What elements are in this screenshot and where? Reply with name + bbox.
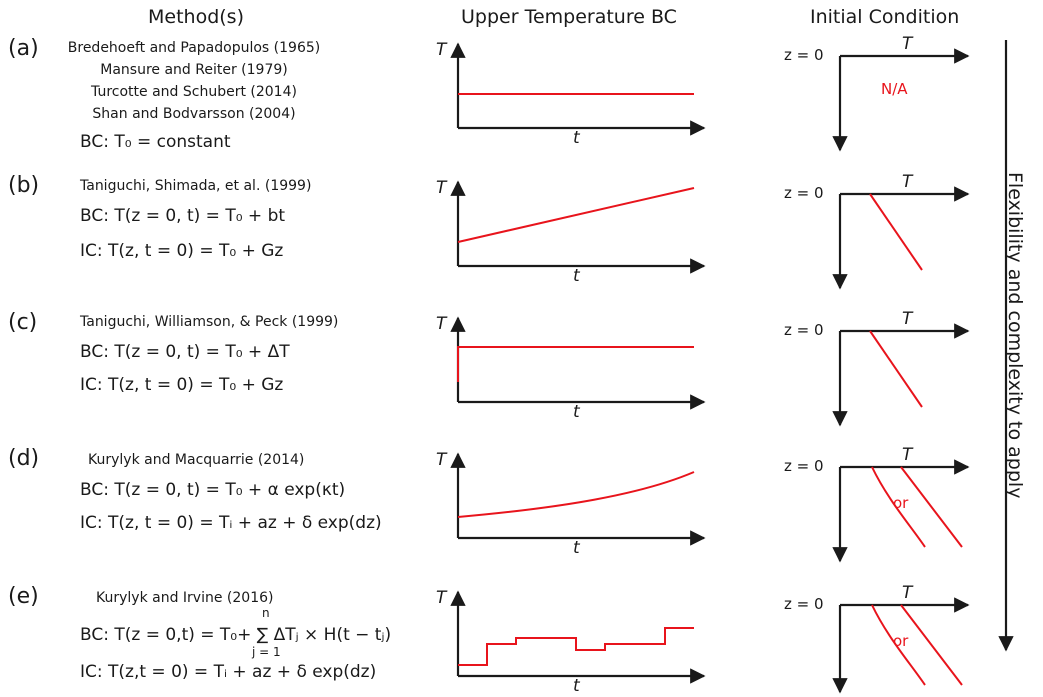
ic-or-label-e: or xyxy=(893,632,909,650)
bc-axis-T-e: T xyxy=(436,588,447,608)
ic-z0-label-d: z = 0 xyxy=(784,457,824,475)
ic-na-label: N/A xyxy=(881,80,908,98)
sum-lower-limit: j = 1 xyxy=(252,645,281,659)
ic-curve-d-linear xyxy=(900,466,963,548)
bc-plot-e xyxy=(450,590,706,684)
ic-plot-a xyxy=(832,48,970,152)
bc-plot-b xyxy=(450,180,706,274)
ic-plot-c xyxy=(832,323,970,427)
ic-equation-b: IC: T(z, t = 0) = T₀ + Gz xyxy=(80,241,284,261)
bc-equation-d: BC: T(z = 0, t) = T₀ + α exp(κt) xyxy=(80,480,346,500)
ref-a-3: Turcotte and Schubert (2014) xyxy=(91,84,297,100)
ic-axis-T-d: T xyxy=(902,445,913,465)
bc-axis-t-b: t xyxy=(573,266,580,286)
bc-curve-b xyxy=(457,187,695,243)
row-letter-c: (c) xyxy=(8,310,38,335)
header-initial-condition: Initial Condition xyxy=(810,6,960,28)
bc-equation-b: BC: T(z = 0, t) = T₀ + bt xyxy=(80,206,286,226)
bc-curve-e xyxy=(458,627,694,666)
ic-plot-e xyxy=(832,597,970,694)
ref-d-1: Kurylyk and Macquarrie (2014) xyxy=(88,452,305,468)
bc-curve-c xyxy=(457,346,694,382)
ic-z0-label-a: z = 0 xyxy=(784,46,824,64)
bc-axis-T-c: T xyxy=(436,314,447,334)
bc-axis-t-d: t xyxy=(573,538,580,558)
ic-z0-label-b: z = 0 xyxy=(784,184,824,202)
ref-c-1: Taniguchi, Williamson, & Peck (1999) xyxy=(80,314,339,330)
bc-equation-c: BC: T(z = 0, t) = T₀ + ΔT xyxy=(80,342,290,362)
row-letter-a: (a) xyxy=(8,36,39,61)
ic-curve-d-exp xyxy=(871,466,926,548)
ic-z0-label-e: z = 0 xyxy=(784,595,824,613)
row-letter-e: (e) xyxy=(8,584,39,609)
ref-a-2: Mansure and Reiter (1979) xyxy=(100,62,288,78)
bc-equation-e: BC: T(z = 0,t) = T₀+ ∑ ΔTⱼ × H(t − tⱼ) xyxy=(80,625,392,645)
bc-plot-c xyxy=(450,316,706,410)
ref-b-1: Taniguchi, Shimada, et al. (1999) xyxy=(80,178,312,194)
header-method: Method(s) xyxy=(148,6,244,28)
ic-equation-c: IC: T(z, t = 0) = T₀ + Gz xyxy=(80,375,284,395)
bc-axis-t-c: t xyxy=(573,402,580,422)
row-letter-d: (d) xyxy=(8,446,40,471)
bc-axis-T-d: T xyxy=(436,450,447,470)
ic-equation-e: IC: T(z,t = 0) = Tᵢ + az + δ exp(dz) xyxy=(80,662,377,682)
bc-axis-t-a: t xyxy=(573,128,580,148)
ic-axis-T-c: T xyxy=(902,309,913,329)
ic-axis-T-e: T xyxy=(902,583,913,603)
ic-equation-d: IC: T(z, t = 0) = Tᵢ + az + δ exp(dz) xyxy=(80,513,382,533)
bc-axis-T-a: T xyxy=(436,40,447,60)
bc-equation-a: BC: T₀ = constant xyxy=(80,132,231,152)
ic-or-label-d: or xyxy=(893,494,909,512)
ic-z0-label-c: z = 0 xyxy=(784,321,824,339)
bc-axis-t-e: t xyxy=(573,676,580,696)
row-letter-b: (b) xyxy=(8,173,40,198)
bc-axis-T-b: T xyxy=(436,178,447,198)
bc-curve-d xyxy=(457,471,695,518)
ic-curve-b xyxy=(869,193,923,271)
ic-axis-T-b: T xyxy=(902,172,913,192)
ref-a-1: Bredehoeft and Papadopulos (1965) xyxy=(67,40,321,56)
bc-plot-a xyxy=(450,42,706,136)
flexibility-complexity-label: Flexibility and complexity to apply xyxy=(1004,172,1026,499)
header-upper-bc: Upper Temperature BC xyxy=(461,6,677,28)
ic-curve-c xyxy=(869,330,923,408)
ref-e-1: Kurylyk and Irvine (2016) xyxy=(96,590,274,606)
ic-plot-d xyxy=(832,459,970,563)
bc-plot-d xyxy=(450,452,706,546)
ref-a-4: Shan and Bodvarsson (2004) xyxy=(92,106,296,122)
ic-curve-e-linear xyxy=(900,604,963,686)
ic-plot-b xyxy=(832,186,970,290)
sum-upper-limit: n xyxy=(262,606,270,620)
ic-axis-T-a: T xyxy=(902,34,913,54)
ic-curve-e-exp xyxy=(871,604,926,686)
